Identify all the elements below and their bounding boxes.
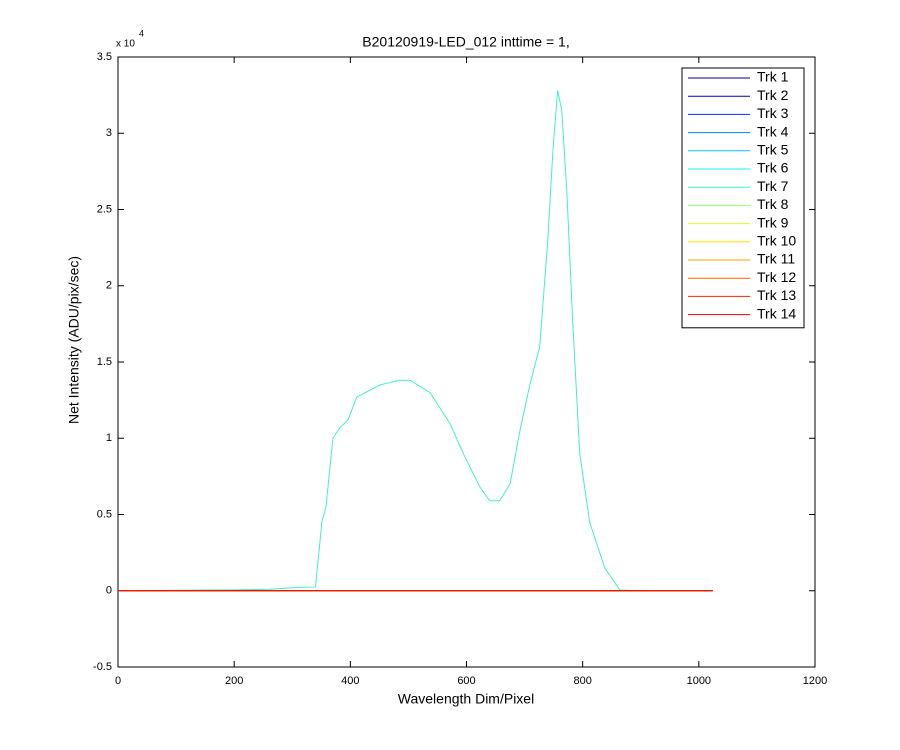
x-tick-label: 0 bbox=[115, 675, 121, 687]
legend-label: Trk 6 bbox=[757, 160, 789, 176]
legend-label: Trk 7 bbox=[757, 178, 789, 194]
legend-label: Trk 1 bbox=[757, 69, 789, 85]
legend-label: Trk 14 bbox=[757, 305, 796, 321]
x-tick-label: 400 bbox=[341, 675, 359, 687]
legend-label: Trk 5 bbox=[757, 142, 789, 158]
x-tick-label: 200 bbox=[225, 675, 243, 687]
x-tick-label: 600 bbox=[457, 675, 475, 687]
x-axis-label: Wavelength Dim/Pixel bbox=[398, 691, 534, 707]
y-tick-label: 0 bbox=[106, 585, 112, 597]
y-tick-label: 3.5 bbox=[97, 51, 112, 63]
y-exponent-base: x 10 bbox=[116, 39, 135, 50]
y-tick-label: 1.5 bbox=[97, 356, 112, 368]
legend-label: Trk 11 bbox=[757, 251, 795, 267]
x-tick-label: 800 bbox=[573, 675, 591, 687]
series-line bbox=[117, 90, 712, 592]
y-axis-label: Net Intensity (ADU/pix/sec) bbox=[66, 256, 82, 424]
legend-label: Trk 8 bbox=[757, 196, 789, 212]
legend-label: Trk 2 bbox=[757, 87, 789, 103]
legend-box bbox=[681, 67, 805, 329]
legend-label: Trk 3 bbox=[757, 105, 789, 121]
legend-label: Trk 13 bbox=[757, 287, 796, 303]
legend-label: Trk 9 bbox=[757, 214, 789, 230]
x-tick-label: 1000 bbox=[687, 675, 711, 687]
legend-label: Trk 4 bbox=[757, 123, 789, 139]
y-tick-label: -0.5 bbox=[93, 661, 112, 673]
y-tick-label: 3 bbox=[106, 127, 112, 139]
y-tick-label: 2 bbox=[106, 280, 112, 292]
legend-label: Trk 10 bbox=[757, 233, 796, 249]
chart-title: B20120919-LED_012 inttime = 1, bbox=[362, 34, 569, 50]
y-tick-label: 1 bbox=[106, 432, 112, 444]
y-tick-label: 0.5 bbox=[97, 508, 112, 520]
y-exponent: 4 bbox=[139, 28, 144, 38]
x-tick-label: 1200 bbox=[803, 675, 827, 687]
legend-label: Trk 12 bbox=[757, 269, 796, 285]
y-tick-label: 2.5 bbox=[97, 203, 112, 215]
